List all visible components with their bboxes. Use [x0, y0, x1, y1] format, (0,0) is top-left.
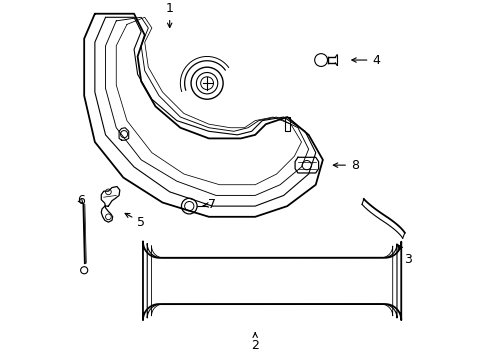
- Text: 1: 1: [165, 2, 173, 27]
- Text: 3: 3: [397, 245, 411, 266]
- Text: 5: 5: [125, 213, 145, 229]
- Text: 8: 8: [333, 159, 358, 172]
- Text: 7: 7: [203, 198, 216, 211]
- Text: 6: 6: [77, 194, 84, 207]
- Text: 2: 2: [251, 333, 259, 352]
- Text: 4: 4: [351, 54, 380, 67]
